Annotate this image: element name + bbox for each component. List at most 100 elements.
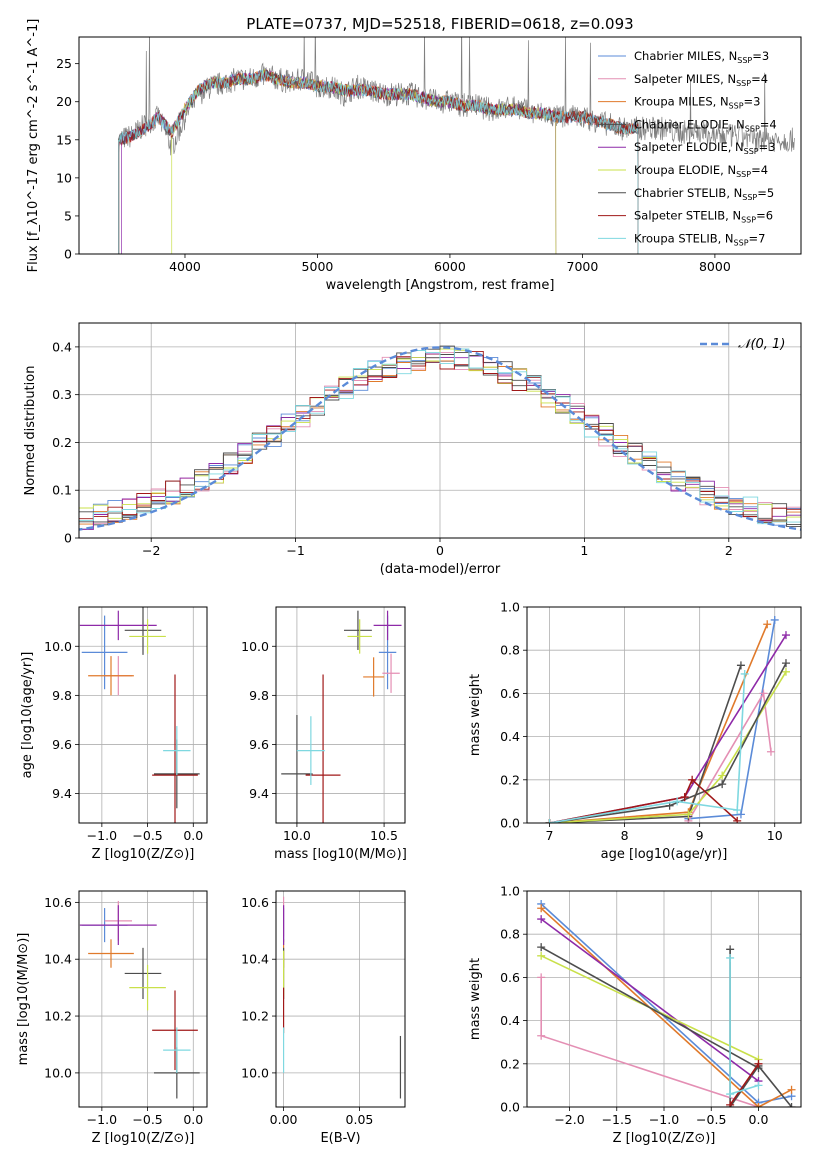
- y-axis-label: Flux [f_λ10^-17 erg cm^-2 s^-1 A^-1]: [26, 19, 41, 273]
- y-tick-label: 9.4: [249, 786, 269, 801]
- y-tick-label: 0.3: [52, 387, 72, 402]
- weight-marker: [781, 659, 790, 668]
- x-axis-label: age [log10(age/yr)]: [601, 847, 728, 862]
- weight-line-6: [549, 662, 787, 823]
- residuals-axes: −2 −1 0 1 2 0 0.1 0.2 0.3 0.4 (data-model)/error No…: [23, 323, 801, 577]
- weight-marker: [787, 1103, 796, 1107]
- legend-count: =4: [751, 72, 768, 86]
- plot-layer: 4000 5000 6000 7000 80000510152025wavelength…: [16, 19, 802, 1146]
- y-tick-label: 9.6: [52, 737, 72, 752]
- residuals-frame: [78, 322, 802, 539]
- y-tick-label: 0.4: [52, 339, 72, 354]
- x-tick-label: 0.0: [183, 1112, 203, 1127]
- x-tick-label: 8000: [699, 259, 731, 274]
- weight-marker: [766, 747, 775, 756]
- weight-marker: [726, 953, 735, 962]
- weight-line-3: [549, 665, 742, 823]
- spectrum-axes: 4000 5000 6000 7000 8000 0 5 10 15 20 25 wavelength…: [26, 19, 731, 293]
- weight-marker: [537, 973, 546, 982]
- legend-count: =3: [752, 49, 769, 63]
- x-axis-label: mass [log10(M/M⊙)]: [274, 847, 407, 862]
- weight-marker: [754, 1081, 763, 1090]
- weight-marker: [537, 943, 546, 952]
- residual-histograms: [79, 345, 801, 533]
- weight-marker: [740, 669, 749, 678]
- x-tick-label: 0.0: [183, 828, 203, 843]
- x-tick-label: 1: [580, 543, 588, 558]
- x-tick-label: −2: [142, 543, 160, 558]
- x-tick-label: −2.0: [554, 1112, 584, 1127]
- x-tick-label: −1: [286, 543, 304, 558]
- y-tick-label: 0.2: [52, 435, 72, 450]
- x-tick-label: 0: [436, 543, 444, 558]
- weight-line-4: [540, 918, 759, 1082]
- x-tick-label: 4000: [169, 259, 201, 274]
- weight-marker: [763, 620, 772, 629]
- spectrum-legend: Chabrier MILES, NSSP=3 Salpeter MILES, NS…: [598, 49, 777, 247]
- legend-count: =7: [749, 231, 766, 245]
- x-tick-label: −1.5: [602, 1112, 632, 1127]
- y-axis-label: age [log10(age/yr)]: [20, 652, 35, 779]
- y-tick-label: 10.2: [241, 1009, 269, 1024]
- y-tick-label: 0.0: [500, 1100, 520, 1115]
- x-tick-label: 7: [546, 828, 554, 843]
- weight-marker: [754, 1059, 763, 1068]
- x-tick-label: −1.0: [87, 828, 117, 843]
- x-tick-label: −1.0: [649, 1112, 679, 1127]
- model-spectrum-5: [171, 68, 557, 254]
- weight-line-8: [549, 673, 746, 823]
- weight-marker: [537, 904, 546, 913]
- weight-marker: [537, 1031, 546, 1040]
- legend-sub: SSP: [742, 193, 757, 202]
- y-tick-label: 5: [64, 208, 72, 223]
- age_vs_mass-frame: [275, 606, 406, 824]
- legend-count: =3: [744, 95, 761, 109]
- spectrum-curves: [118, 37, 795, 254]
- legend-count: =5: [757, 186, 774, 200]
- legend-sub: SSP: [729, 102, 744, 111]
- mass_vs_z-axes: −1.0 −0.5 0.0 10.0 10.2 10.4 10.6 Z [log10(Z/Z⊙…: [16, 891, 207, 1146]
- y-tick-label: 0.2: [500, 1056, 520, 1071]
- y-tick-label: 1.0: [500, 600, 520, 615]
- legend-sub: SSP: [736, 170, 751, 179]
- x-axis-label: (data-model)/error: [380, 562, 501, 577]
- x-tick-label: 2: [725, 543, 733, 558]
- y-axis-label: mass weight: [468, 674, 483, 756]
- y-tick-label: 0: [64, 247, 72, 262]
- legend-sub: SSP: [736, 79, 751, 88]
- legend-entry: Kroupa STELIB, NSSP=7: [634, 231, 765, 247]
- weight-marker: [736, 661, 745, 670]
- weight_vs_z-frame: [526, 890, 802, 1108]
- legend-entry: Salpeter STELIB, NSSP=6: [634, 209, 773, 225]
- x-tick-label: 0.0: [749, 1112, 769, 1127]
- y-tick-label: 0.0: [500, 816, 520, 831]
- weight-marker: [684, 810, 693, 819]
- legend-entry: Chabrier STELIB, NSSP=5: [634, 186, 774, 202]
- model-spectrum-7: [118, 70, 639, 254]
- weight-marker: [759, 689, 768, 698]
- y-tick-label: 10.0: [44, 639, 72, 654]
- y-tick-label: 10.0: [44, 1065, 72, 1080]
- y-tick-label: 9.6: [249, 737, 269, 752]
- weight-marker: [537, 951, 546, 960]
- y-axis-label: mass [log10(M/M⊙)]: [16, 933, 31, 1066]
- weight_vs_age-lines: [545, 615, 790, 823]
- weight-line-7: [549, 778, 738, 823]
- y-tick-label: 25: [56, 56, 72, 71]
- legend-entry: Salpeter ELODIE, NSSP=3: [634, 140, 776, 156]
- weight-marker: [718, 771, 727, 780]
- normal-curve: [79, 346, 801, 531]
- legend-entry: Salpeter MILES, NSSP=4: [634, 72, 768, 88]
- x-tick-label: 10: [767, 828, 783, 843]
- weight-marker: [781, 667, 790, 676]
- mass_vs_z-points: [79, 900, 200, 1099]
- weight-marker: [688, 775, 697, 784]
- figure-title: PLATE=0737, MJD=52518, FIBERID=0618, z=0…: [246, 15, 633, 33]
- mass_vs_z-frame: [78, 890, 208, 1108]
- weight-marker: [770, 615, 779, 624]
- weight-marker: [733, 816, 742, 823]
- y-tick-label: 15: [56, 132, 72, 147]
- legend-count: =6: [756, 209, 773, 223]
- legend-count: =4: [760, 117, 777, 131]
